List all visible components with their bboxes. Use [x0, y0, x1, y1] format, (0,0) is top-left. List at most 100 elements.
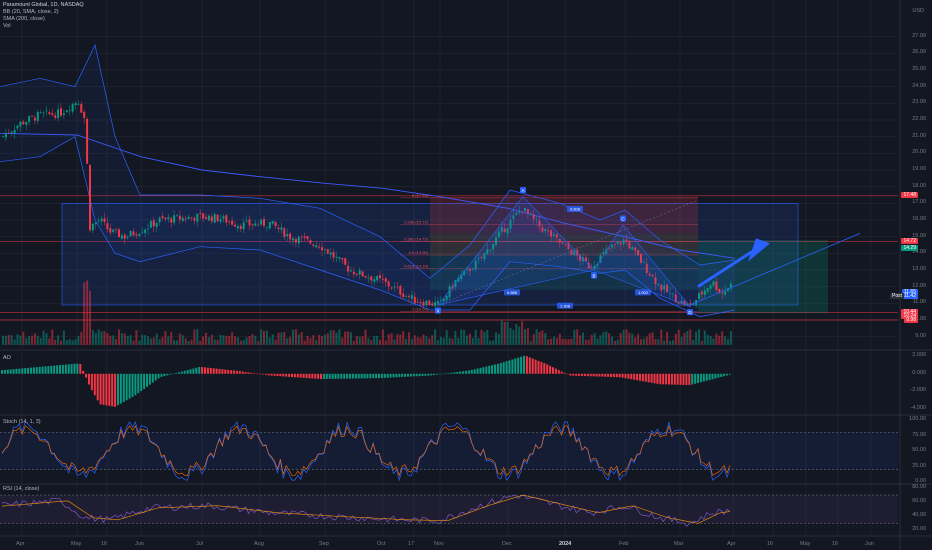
volume-bar	[683, 332, 686, 345]
candle	[384, 278, 387, 282]
candle	[91, 223, 94, 231]
ao-bar	[82, 370, 85, 374]
candle	[367, 277, 370, 279]
volume-bar	[515, 324, 518, 345]
candle	[83, 111, 86, 119]
volume-bar	[724, 336, 727, 345]
volume-bar	[323, 334, 326, 345]
candle	[280, 227, 283, 230]
volume-bar	[413, 335, 416, 345]
time-label-nov: Nov	[434, 541, 444, 547]
ao-bar	[450, 372, 453, 374]
volume-bar	[57, 335, 60, 345]
volume-bar	[376, 336, 379, 345]
ao-bar	[340, 373, 343, 379]
candle	[593, 265, 596, 269]
ao-bar	[47, 366, 50, 374]
ao-bar	[198, 367, 201, 374]
volume-bar	[283, 331, 286, 345]
candle	[176, 215, 178, 216]
ao-bar	[325, 373, 328, 379]
ao-bar	[256, 373, 259, 375]
ao-bar	[172, 373, 175, 375]
volume-bar	[608, 333, 611, 345]
candle	[677, 302, 680, 304]
candle	[686, 303, 689, 306]
bollinger-upper	[0, 43, 736, 279]
volume-bar	[263, 330, 265, 345]
price-tick-9.00: 9.00	[915, 332, 926, 339]
candle	[558, 239, 561, 243]
volume-bar	[190, 339, 193, 345]
ao-bar	[534, 359, 537, 374]
ao-bar	[21, 368, 24, 374]
candle	[181, 217, 184, 222]
candle	[164, 217, 167, 220]
candle	[425, 300, 428, 306]
volume-bar	[477, 338, 480, 345]
candle	[495, 237, 497, 245]
ao-bar	[35, 367, 38, 374]
candle	[315, 245, 318, 248]
ao-bar	[615, 373, 618, 378]
ao-bar	[354, 373, 357, 379]
volume-bar	[434, 329, 437, 345]
volume-bar	[613, 340, 616, 345]
candle	[106, 223, 109, 230]
candle	[138, 234, 141, 236]
volume-bar	[622, 329, 625, 345]
time-label-2024: 2024	[559, 541, 572, 547]
ao-bar	[685, 373, 688, 386]
ao-bar	[88, 373, 90, 385]
ao-bar	[473, 369, 476, 374]
volume-bar	[709, 336, 712, 345]
candle	[129, 231, 132, 237]
candle	[155, 222, 158, 227]
volume-bar	[13, 339, 16, 345]
ao-bar	[206, 367, 209, 374]
price-tag: 11.42	[901, 292, 918, 299]
ao-bar	[259, 373, 262, 375]
ao-bar	[624, 373, 627, 379]
ao-bar	[180, 371, 183, 374]
volume-bar	[361, 336, 364, 345]
candle	[68, 110, 71, 111]
ao-bar	[305, 373, 308, 379]
candle	[364, 275, 367, 278]
candle	[135, 234, 138, 236]
volume-bar	[329, 330, 332, 345]
ao-bar	[111, 373, 114, 407]
volume-bar	[147, 336, 149, 345]
candle	[692, 303, 695, 305]
volume-bar	[31, 335, 33, 345]
ao-bar	[137, 373, 140, 394]
volume-bar	[196, 329, 199, 345]
volume-bar	[265, 330, 268, 345]
volume-bar	[370, 340, 373, 345]
ao-bar	[630, 373, 633, 380]
candle	[7, 132, 10, 134]
price-tag: 17.48	[901, 191, 918, 198]
candle	[173, 215, 176, 223]
candle	[248, 219, 251, 226]
candle	[619, 242, 622, 245]
candle	[57, 109, 60, 118]
volume-bar	[338, 329, 341, 345]
ao-bar	[175, 373, 177, 374]
volume-bar	[625, 329, 628, 345]
ao-tick: -4.000	[910, 404, 926, 411]
volume-bar	[532, 334, 535, 345]
volume-bar	[390, 333, 393, 345]
volume-bar	[309, 338, 312, 345]
candle	[547, 230, 550, 232]
candle	[622, 239, 625, 244]
ao-bar	[262, 373, 264, 375]
volume-bar	[28, 336, 31, 345]
volume-bar	[373, 335, 376, 345]
volume-bar	[341, 337, 344, 345]
rsi-tick: 20.00	[912, 526, 926, 533]
candle	[550, 230, 553, 237]
volume-bar	[480, 329, 483, 345]
ao-bar	[702, 373, 705, 382]
